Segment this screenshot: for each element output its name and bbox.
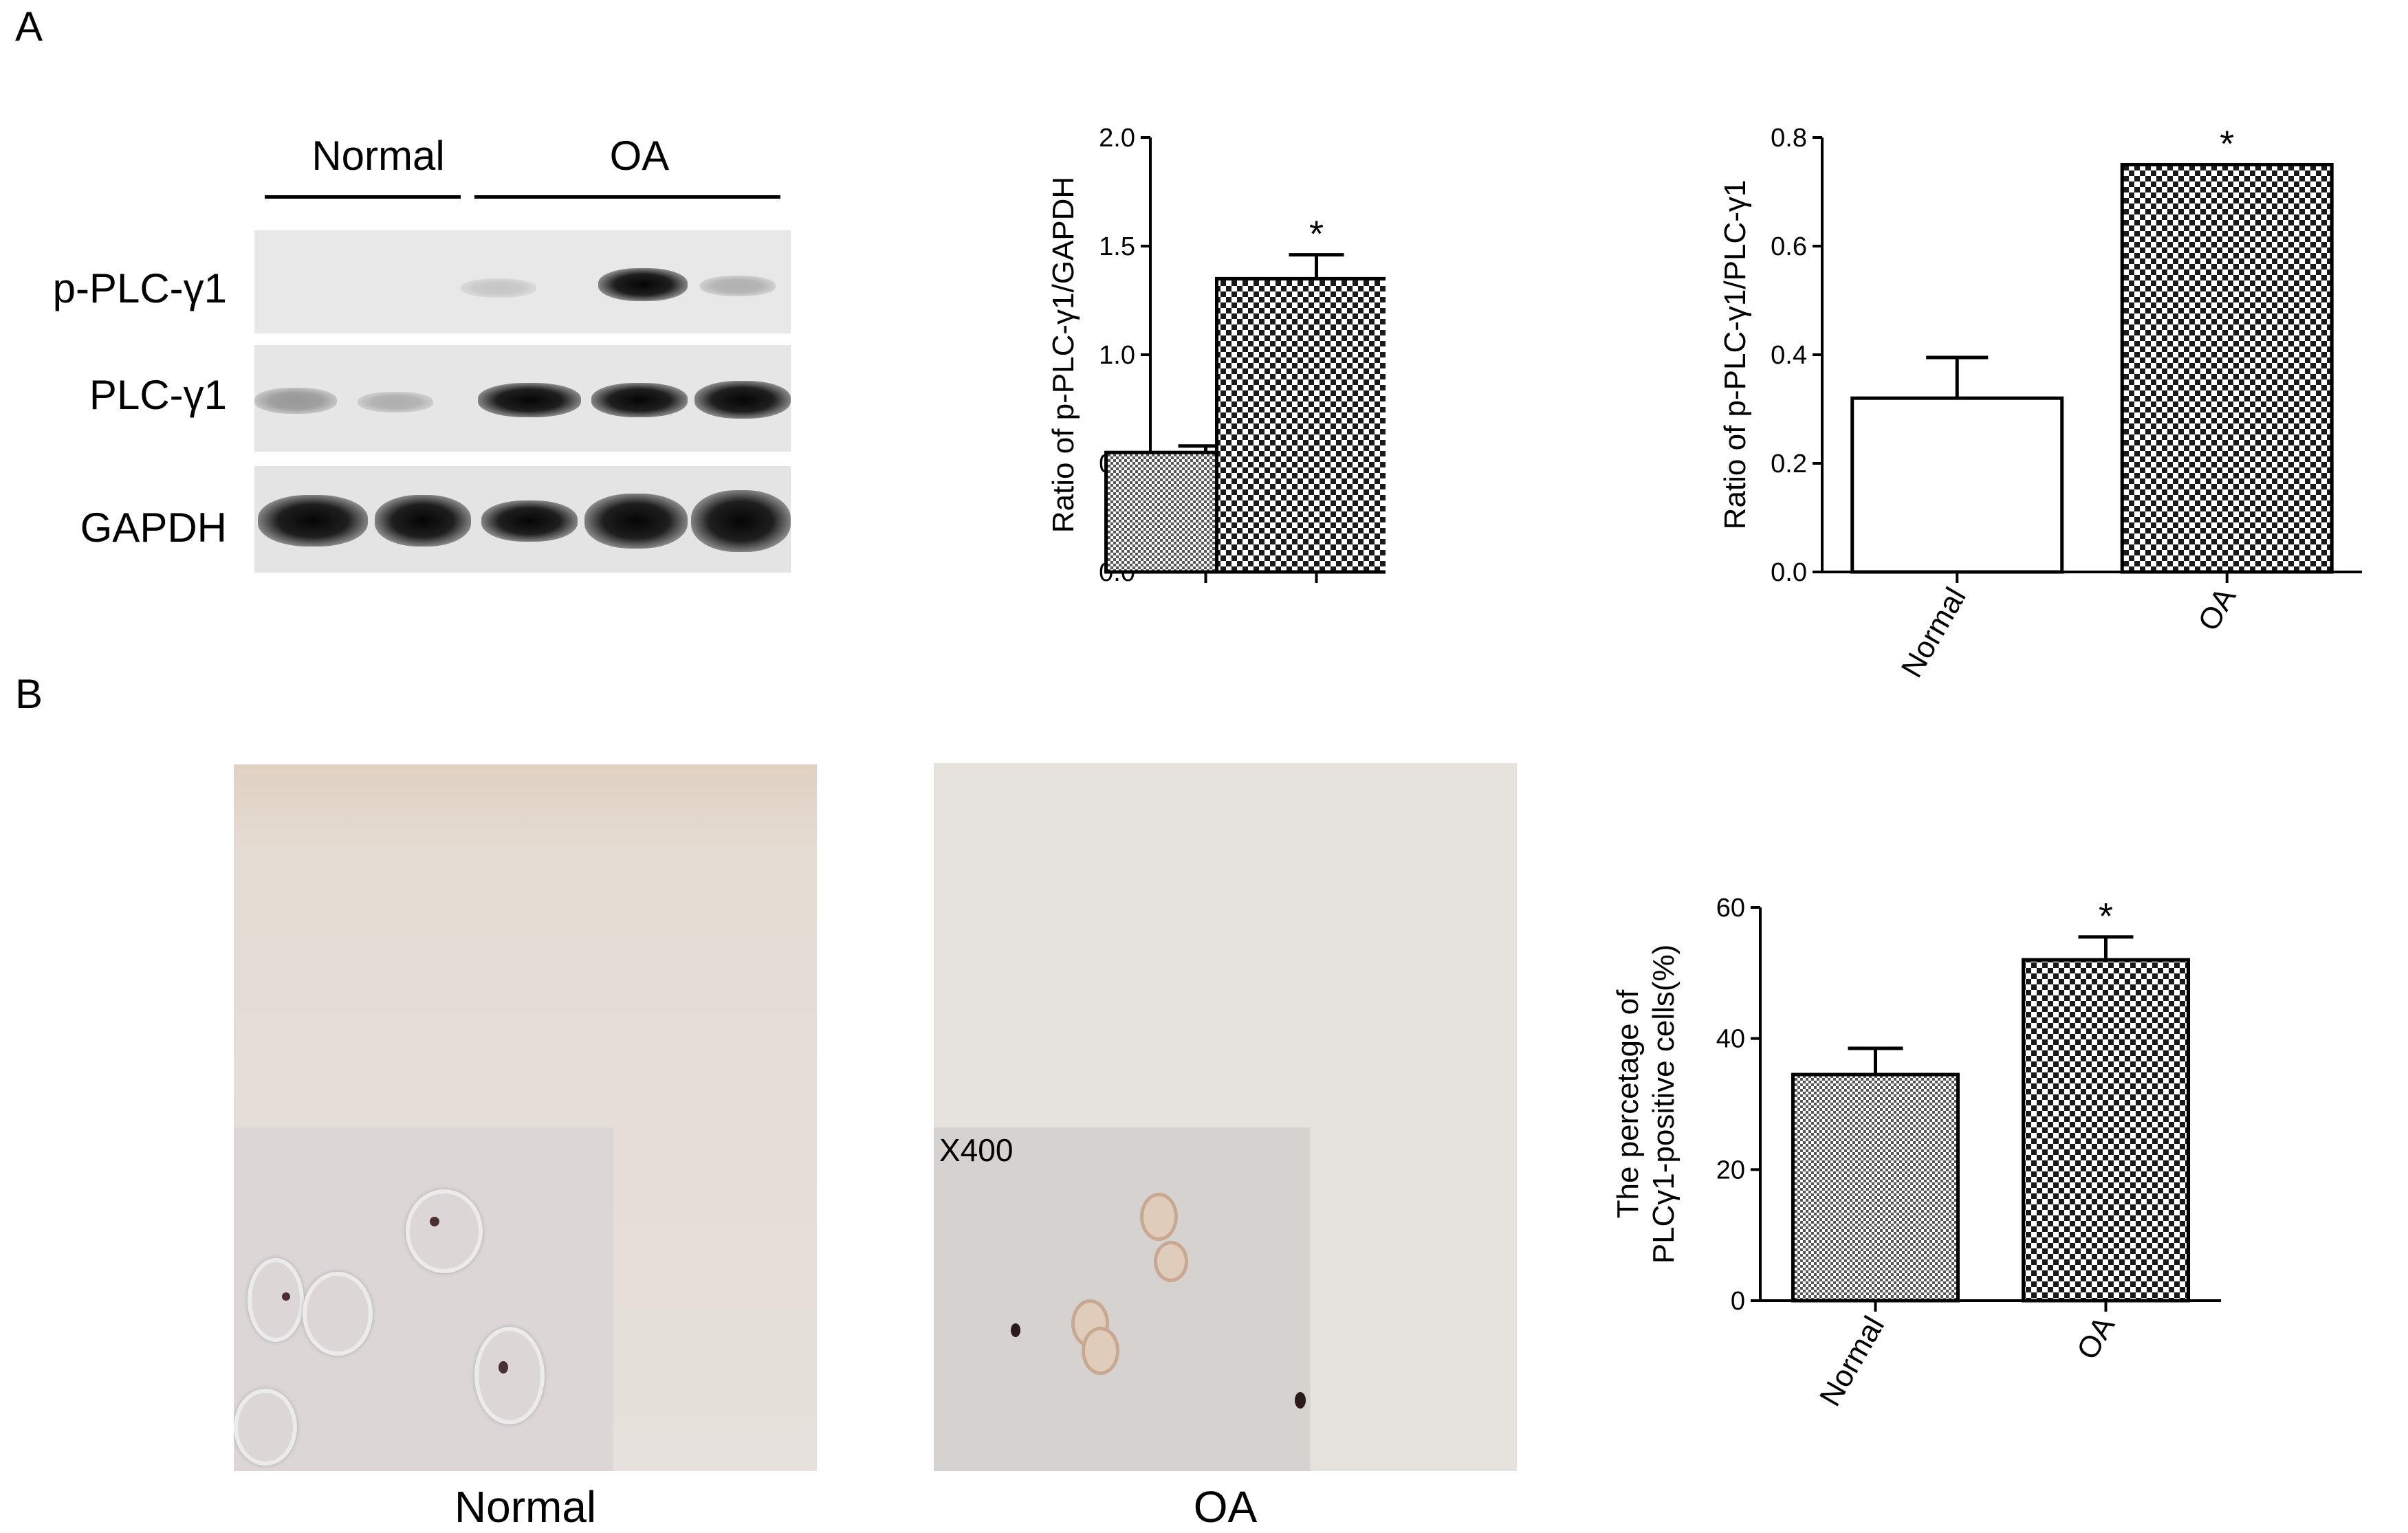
x-tick-label: OA [2070, 1310, 2122, 1365]
y-axis-label: The percetage of [1611, 989, 1645, 1218]
band [358, 392, 433, 412]
inset-oa: X400 [934, 1127, 1311, 1471]
cell [303, 1272, 373, 1356]
significance-marker: * [2220, 124, 2234, 165]
cell [406, 1189, 483, 1273]
blot-row-label-gapdh: GAPDH [80, 505, 227, 551]
magnification-label: X400 [939, 1132, 1014, 1168]
blot-strip-plc [254, 345, 791, 452]
band [481, 500, 578, 542]
blot-row-label-p-plc: p-PLC-γ1 [52, 265, 227, 311]
cell [474, 1327, 545, 1424]
nucleus [499, 1361, 508, 1374]
blot-row-label-plc: PLC-γ1 [89, 372, 227, 418]
bar [1215, 276, 1386, 574]
x-tick-label: Normal [1895, 582, 1973, 683]
y-tick-label: 20 [1716, 1156, 1745, 1184]
band [700, 276, 776, 296]
group-line-normal [265, 195, 461, 199]
bar [1850, 396, 2064, 574]
nucleus [1295, 1392, 1306, 1409]
panel-label-a: A [15, 3, 43, 49]
micrograph-oa: X400 [934, 763, 1517, 1471]
x-tick-label: Normal [1813, 1311, 1891, 1412]
cell [1140, 1193, 1178, 1241]
y-tick-label: 0.6 [1771, 232, 1807, 261]
y-tick-label: 0.2 [1771, 450, 1807, 478]
cell [1082, 1327, 1119, 1375]
cell [234, 1389, 297, 1466]
y-tick-label: 0.0 [1771, 558, 1807, 587]
nucleus [430, 1217, 439, 1226]
band [691, 490, 791, 552]
y-tick-label: 40 [1716, 1025, 1745, 1054]
y-tick-label: 1.5 [1099, 232, 1135, 261]
band [461, 278, 536, 298]
band [694, 381, 791, 419]
band [478, 383, 581, 417]
band [591, 383, 688, 417]
y-tick-label: 1.0 [1099, 341, 1135, 370]
y-axis-label: PLCγ1-positive cells(%) [1647, 945, 1681, 1264]
y-axis-label: Ratio of p-PLC-γ1/GAPDH [1047, 177, 1080, 533]
bar [1791, 1072, 1960, 1303]
blot-group-normal: Normal [311, 133, 445, 179]
y-tick-label: 0.4 [1771, 341, 1807, 370]
blot-strip-p-plc [254, 230, 791, 333]
y-tick-label: 0.8 [1771, 124, 1807, 153]
chart-positive-cells: 0 20 40 60 The percetage of PLCγ1-positive ce… [1611, 894, 2221, 1412]
blot-group-oa: OA [609, 133, 670, 179]
nucleus [1011, 1323, 1020, 1337]
nucleus [282, 1292, 290, 1301]
band [375, 495, 471, 547]
cell [1154, 1241, 1188, 1282]
band [598, 268, 688, 301]
group-line-oa [474, 195, 780, 199]
band [254, 388, 337, 414]
significance-marker: * [1309, 214, 1324, 255]
y-tick-label: 0 [1731, 1287, 1745, 1316]
x-tick-label: OA [2191, 582, 2243, 637]
bar [2022, 958, 2190, 1303]
micrograph-normal [234, 764, 817, 1471]
chart-ratio-plc: 0.0 0.2 0.4 0.6 0.8 Ratio of p-PLC-γ1/PLC-γ1 N… [1718, 124, 2362, 683]
cell [248, 1258, 304, 1342]
significance-marker: * [2099, 896, 2113, 937]
panel-label-b: B [15, 671, 43, 717]
blot-strip-gapdh [254, 466, 791, 573]
y-tick-label: 60 [1716, 894, 1745, 923]
cell [1071, 1299, 1109, 1347]
caption-oa: OA [1193, 1482, 1258, 1532]
inset-normal [234, 1127, 613, 1471]
band [258, 495, 368, 547]
y-axis-label: Ratio of p-PLC-γ1/PLC-γ1 [1718, 180, 1752, 530]
y-tick-label: 2.0 [1099, 124, 1135, 153]
bar [2120, 163, 2334, 574]
band [584, 494, 688, 549]
caption-normal: Normal [454, 1482, 597, 1532]
